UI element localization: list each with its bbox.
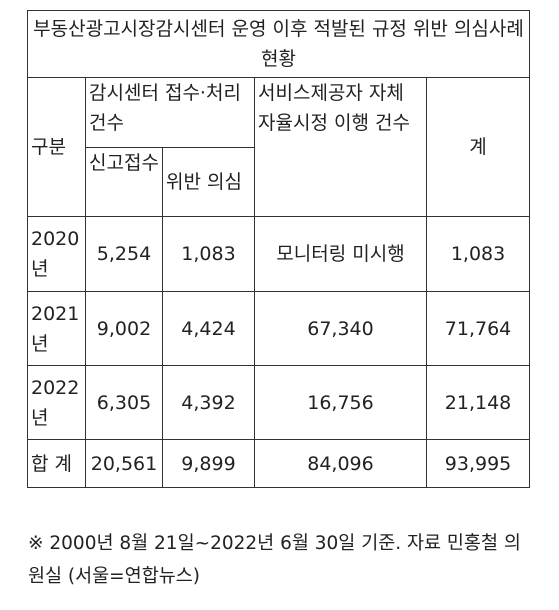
table-row: 2022년 6,305 4,392 16,756 21,148 (27, 365, 531, 440)
row-total: 93,995 (425, 439, 531, 488)
row-provider: 16,756 (254, 365, 427, 440)
table-row: 2021년 9,002 4,424 67,340 71,764 (27, 291, 531, 366)
row-provider: 84,096 (254, 439, 427, 488)
row-year: 2021년 (27, 291, 86, 366)
row-provider: 67,340 (254, 291, 427, 366)
row-report: 20,561 (85, 439, 163, 488)
header-violation-suspected: 위반 의심 (162, 147, 255, 217)
header-center-group: 감시센터 접수·처리 건수 (85, 77, 255, 148)
row-report: 9,002 (85, 291, 163, 366)
row-suspected: 4,424 (162, 291, 255, 366)
table-row: 2020년 5,254 1,083 모니터링 미시행 1,083 (27, 216, 531, 292)
table-title-row: 부동산광고시장감시센터 운영 이후 적발된 규정 위반 의심사례 현황 (26, 10, 531, 78)
header-category: 구분 (27, 77, 86, 217)
row-report: 5,254 (85, 216, 163, 292)
row-total: 21,148 (425, 365, 531, 440)
row-suspected: 1,083 (162, 216, 255, 292)
row-year: 2020년 (27, 216, 86, 292)
row-total: 1,083 (425, 216, 531, 292)
row-provider: 모니터링 미시행 (254, 216, 427, 292)
row-suspected: 4,392 (162, 365, 255, 440)
source-note: ※ 2000년 8월 21일~2022년 6월 30일 기준. 자료 민홍철 의… (28, 533, 521, 587)
row-report: 6,305 (85, 365, 163, 440)
header-row-2: 신고접수 위반 의심 (28, 147, 530, 217)
header-provider: 서비스제공자 자체 자율시정 이행 건수 (254, 77, 427, 217)
header-row-1: 구분 감시센터 접수·처리 건수 서비스제공자 자체 자율시정 이행 건수 계 (27, 77, 531, 217)
header-report-received: 신고접수 (85, 147, 163, 217)
row-year: 합 계 (27, 439, 86, 488)
violation-table: 부동산광고시장감시센터 운영 이후 적발된 규정 위반 의심사례 현황 구분 감… (26, 10, 531, 488)
table-row-sum: 합 계 20,561 9,899 84,096 93,995 (27, 439, 531, 488)
row-suspected: 9,899 (162, 439, 255, 488)
row-year: 2022년 (27, 365, 86, 440)
row-total: 71,764 (425, 291, 531, 366)
table-title: 부동산광고시장감시센터 운영 이후 적발된 규정 위반 의심사례 현황 (26, 10, 531, 78)
header-total: 계 (425, 77, 531, 217)
